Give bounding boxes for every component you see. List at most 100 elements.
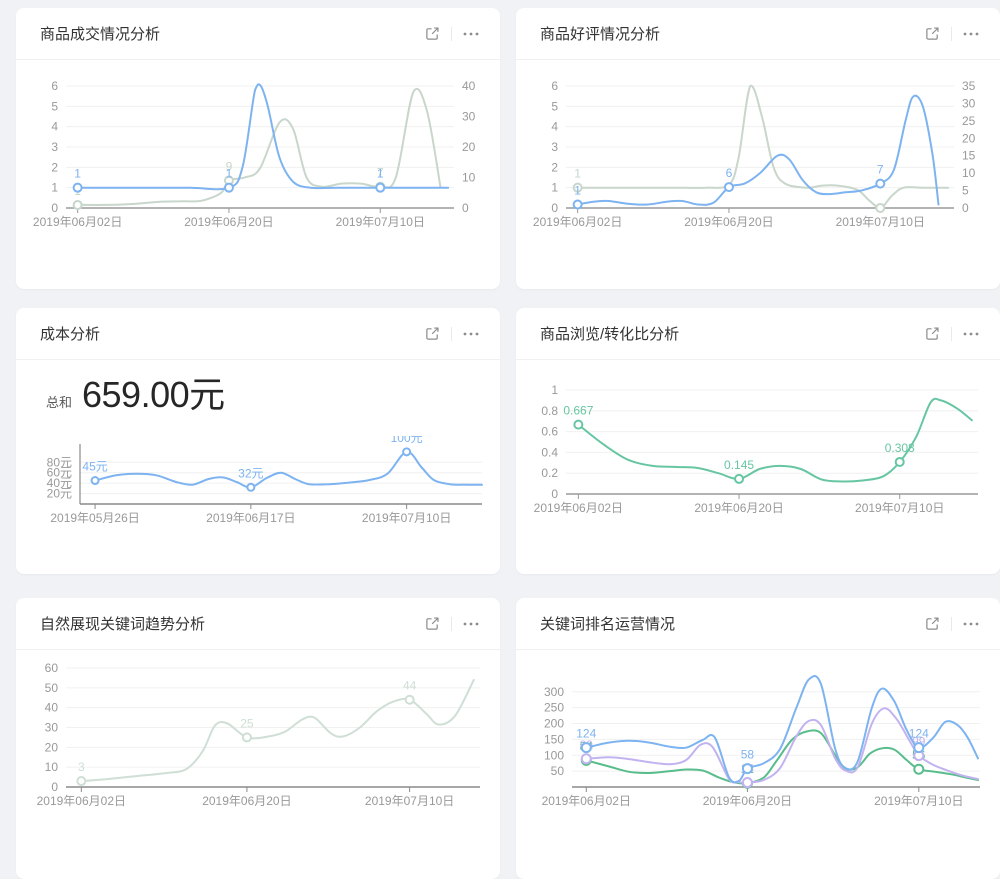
svg-text:2019年06月20日: 2019年06月20日 — [684, 215, 773, 229]
svg-text:25: 25 — [962, 114, 976, 128]
more-options-icon[interactable] — [960, 23, 982, 45]
svg-text:80元: 80元 — [47, 455, 72, 469]
data-point-label: 1 — [574, 184, 581, 198]
data-point-marker[interactable] — [894, 456, 905, 467]
data-point-marker[interactable] — [76, 776, 87, 787]
grid-lines — [66, 667, 480, 768]
svg-text:4: 4 — [551, 120, 558, 134]
data-point-marker[interactable] — [573, 419, 584, 430]
data-point-marker[interactable] — [375, 182, 386, 193]
x-axis-labels: 2019年06月02日 2019年06月20日 2019年07月10日 — [542, 794, 964, 808]
card-header: 成本分析 — [16, 308, 500, 360]
data-point-marker[interactable] — [734, 473, 745, 484]
open-in-new-icon[interactable] — [921, 323, 943, 345]
svg-text:20: 20 — [45, 740, 59, 754]
svg-text:35: 35 — [962, 79, 976, 93]
line-series-blue — [94, 450, 483, 489]
data-point-marker[interactable] — [580, 742, 592, 754]
svg-text:1: 1 — [551, 181, 558, 195]
svg-text:2019年06月20日: 2019年06月20日 — [184, 215, 273, 229]
line-series-green — [576, 84, 950, 210]
chart-praise-analysis[interactable]: 0 1 2 3 4 5 6 0 5 10 15 20 25 30 35 2019年06月02日 2019年06月… — [516, 64, 1000, 250]
svg-text:6: 6 — [551, 79, 558, 93]
data-point-label: 124 — [909, 727, 929, 741]
svg-text:10: 10 — [962, 166, 976, 180]
more-options-icon[interactable] — [460, 613, 482, 635]
data-point-marker[interactable] — [223, 182, 234, 193]
svg-text:30: 30 — [45, 721, 59, 735]
svg-text:10: 10 — [462, 171, 476, 185]
data-point-marker[interactable] — [875, 203, 886, 213]
data-point-label: 1 — [226, 167, 233, 181]
data-point-marker[interactable] — [402, 447, 412, 457]
card-deal-analysis: 商品成交情况分析 0 1 2 3 4 5 6 0 10 20 30 40 2019年06月02日 2019… — [16, 8, 500, 289]
y-axis-labels: 0 1 2 3 4 5 6 — [51, 79, 58, 215]
x-axis — [572, 786, 980, 792]
svg-text:50: 50 — [45, 681, 59, 695]
open-in-new-icon[interactable] — [921, 613, 943, 635]
svg-text:2019年06月20日: 2019年06月20日 — [703, 794, 792, 808]
more-options-icon[interactable] — [960, 323, 982, 345]
data-point-marker[interactable] — [241, 732, 252, 743]
open-in-new-icon[interactable] — [921, 23, 943, 45]
svg-text:2: 2 — [51, 160, 58, 174]
y-axis-labels: 0 10 20 30 40 50 60 — [45, 661, 59, 794]
data-point-label: 45元 — [82, 460, 107, 474]
svg-text:5: 5 — [551, 99, 558, 113]
svg-text:2019年07月10日: 2019年07月10日 — [874, 794, 963, 808]
y-axis-labels: 0 1 2 3 4 5 6 — [551, 79, 558, 215]
data-point-label: 6 — [726, 166, 733, 180]
svg-text:100: 100 — [544, 748, 564, 762]
svg-text:0.8: 0.8 — [541, 404, 558, 418]
data-point-label: 0.145 — [724, 458, 754, 472]
svg-text:20: 20 — [962, 131, 976, 145]
chart-deal-analysis[interactable]: 0 1 2 3 4 5 6 0 10 20 30 40 2019年06月02日 2019年06月20日 20… — [16, 64, 500, 250]
chart-keyword-trend[interactable]: 0 10 20 30 40 50 60 2019年06月02日 2019年06月20日 2019年… — [16, 654, 500, 854]
data-point-marker[interactable] — [572, 199, 583, 210]
svg-text:15: 15 — [962, 149, 976, 163]
data-point-marker[interactable] — [404, 694, 415, 705]
data-point-marker[interactable] — [90, 476, 100, 486]
chart-cost-analysis[interactable]: 20元 40元 60元 80元 2019年05月26日 2019年06月17日 2019年0… — [16, 436, 500, 548]
open-in-new-icon[interactable] — [421, 613, 443, 635]
svg-text:2019年07月10日: 2019年07月10日 — [855, 501, 944, 515]
more-options-icon[interactable] — [460, 323, 482, 345]
svg-text:1: 1 — [51, 181, 58, 195]
divider — [451, 26, 452, 41]
data-point-marker[interactable] — [741, 763, 753, 775]
data-point-marker[interactable] — [72, 199, 83, 210]
data-point-label: 44 — [403, 679, 417, 693]
open-in-new-icon[interactable] — [421, 23, 443, 45]
open-in-new-icon[interactable] — [421, 323, 443, 345]
data-point-marker[interactable] — [913, 763, 925, 775]
data-point-label: 7 — [377, 166, 384, 180]
card-title: 成本分析 — [40, 326, 101, 343]
card-title: 关键词排名运营情况 — [540, 616, 676, 633]
x-axis-labels: 2019年06月02日 2019年06月20日 2019年07月10日 — [37, 794, 455, 808]
svg-text:2019年07月10日: 2019年07月10日 — [836, 215, 925, 229]
more-options-icon[interactable] — [960, 613, 982, 635]
data-point-marker[interactable] — [723, 182, 734, 193]
data-point-marker[interactable] — [580, 753, 592, 765]
card-cost-analysis: 成本分析 总和 659.00元 20元 40元 60元 80元 2019年05月26日 2… — [16, 308, 500, 574]
data-point-label: 0.308 — [885, 441, 915, 455]
x-axis-labels: 2019年06月02日 2019年06月20日 2019年07月10日 — [33, 215, 425, 229]
more-options-icon[interactable] — [460, 23, 482, 45]
card-actions — [421, 23, 482, 45]
svg-text:5: 5 — [51, 99, 58, 113]
data-point-marker[interactable] — [246, 482, 256, 492]
data-point-marker[interactable] — [572, 182, 583, 193]
data-point-marker[interactable] — [875, 178, 886, 189]
total-stat: 总和 659.00元 — [46, 366, 225, 418]
x-axis-labels: 2019年06月02日 2019年06月20日 2019年07月10日 — [534, 501, 945, 515]
svg-text:3: 3 — [51, 140, 58, 154]
data-point-marker[interactable] — [72, 182, 83, 193]
chart-keyword-rank[interactable]: 50 100 150 200 250 300 2019年06月02日 2019年06月20日 2… — [516, 654, 1000, 854]
chart-conversion-ratio[interactable]: 0 0.2 0.4 0.6 0.8 1 2019年06月02日 2019年06月20日 2019… — [516, 364, 1000, 550]
data-point-label: 25 — [240, 716, 254, 730]
data-point-marker[interactable] — [741, 777, 753, 789]
data-point-marker[interactable] — [913, 742, 925, 754]
